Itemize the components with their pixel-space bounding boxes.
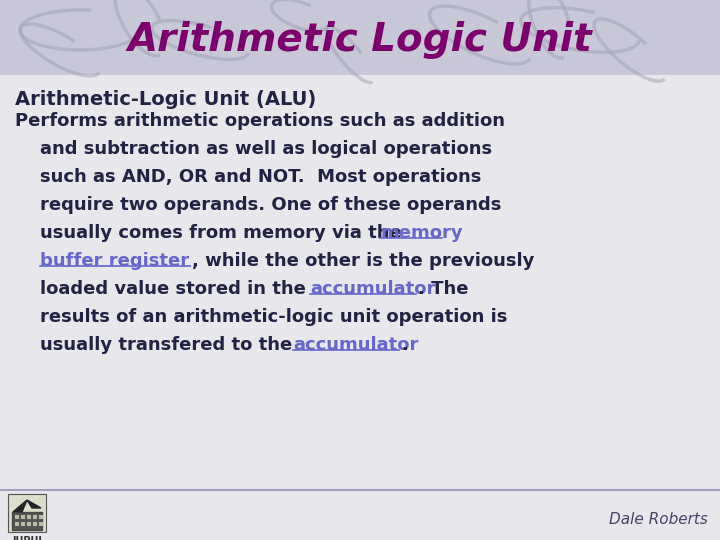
- Bar: [21, 515, 25, 519]
- Bar: [27, 522, 31, 526]
- Text: Dale Roberts: Dale Roberts: [609, 512, 708, 527]
- Bar: [39, 522, 43, 526]
- Bar: [21, 522, 25, 526]
- Text: . The: . The: [418, 280, 469, 298]
- Text: accumulator: accumulator: [310, 280, 436, 298]
- Text: memory: memory: [380, 224, 463, 242]
- Text: usually transfered to the: usually transfered to the: [40, 336, 299, 354]
- Bar: [27, 515, 31, 519]
- Bar: [33, 522, 37, 526]
- Text: require two operands. One of these operands: require two operands. One of these opera…: [40, 196, 501, 214]
- Text: Performs arithmetic operations such as addition: Performs arithmetic operations such as a…: [15, 112, 505, 130]
- FancyBboxPatch shape: [0, 75, 720, 540]
- Bar: [15, 515, 19, 519]
- Text: , while the other is the previously: , while the other is the previously: [192, 252, 534, 270]
- Text: results of an arithmetic-logic unit operation is: results of an arithmetic-logic unit oper…: [40, 308, 508, 326]
- Bar: [33, 515, 37, 519]
- Bar: [15, 522, 19, 526]
- Polygon shape: [27, 500, 41, 508]
- Text: buffer register: buffer register: [40, 252, 189, 270]
- Text: usually comes from memory via the: usually comes from memory via the: [40, 224, 408, 242]
- Text: such as AND, OR and NOT.  Most operations: such as AND, OR and NOT. Most operations: [40, 168, 482, 186]
- Text: .: .: [401, 336, 408, 354]
- Bar: [8, 494, 46, 532]
- Text: IUPUI: IUPUI: [12, 536, 42, 540]
- FancyBboxPatch shape: [0, 0, 720, 75]
- Text: Arithmetic-Logic Unit (ALU): Arithmetic-Logic Unit (ALU): [15, 90, 316, 109]
- Polygon shape: [12, 512, 42, 530]
- Bar: [39, 515, 43, 519]
- Polygon shape: [13, 500, 27, 512]
- Text: and subtraction as well as logical operations: and subtraction as well as logical opera…: [40, 140, 492, 158]
- Text: Arithmetic Logic Unit: Arithmetic Logic Unit: [127, 21, 593, 59]
- Text: accumulator: accumulator: [293, 336, 418, 354]
- Text: loaded value stored in the: loaded value stored in the: [40, 280, 312, 298]
